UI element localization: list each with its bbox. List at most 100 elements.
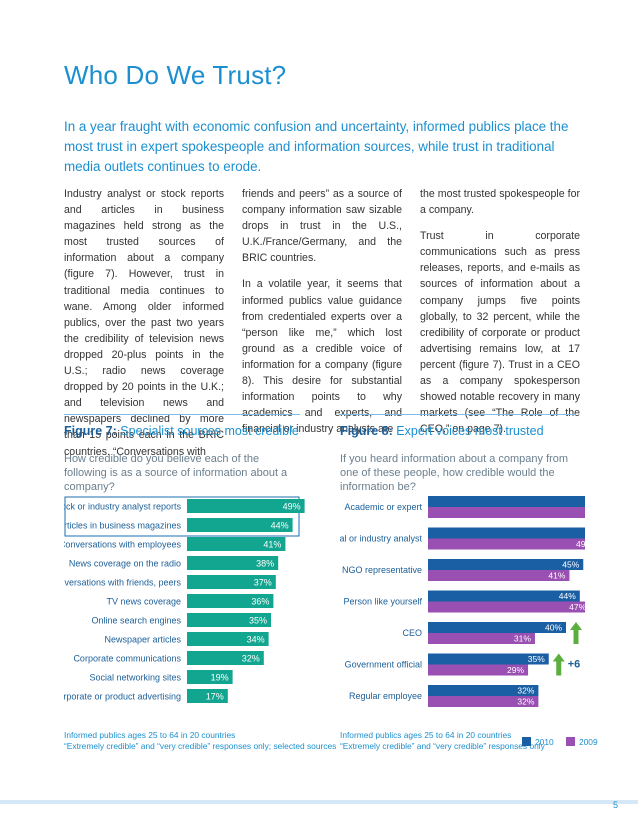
figure-7-category-label: Newspaper articles [104, 635, 181, 645]
figure-8-value-label-2009: 31% [514, 634, 531, 644]
figure-7-category-label: TV news coverage [106, 597, 181, 607]
figure-7-value-label: 17% [206, 692, 224, 702]
figure-7-value-label: 37% [254, 578, 272, 588]
figure-8-bar-2010 [428, 685, 539, 696]
figure-7-category-label: Social networking sites [89, 673, 181, 683]
figure-7-value-label: 36% [251, 597, 269, 607]
col2-para-2: In a volatile year, it seems that inform… [242, 278, 402, 436]
figure-7-value-label: 19% [211, 673, 229, 683]
figure-8-bar-2009 [428, 538, 585, 550]
figure-8-bar-2009 [428, 507, 585, 518]
figure-8-bar-2010 [428, 559, 584, 570]
figure-8-footnote-line-1: Informed publics ages 25 to 64 in 20 cou… [340, 730, 512, 740]
figure-7-value-label: 35% [249, 616, 267, 626]
page-number: 5 [612, 800, 618, 810]
figure-8-bar-2009 [428, 696, 539, 707]
col3-para-2: Trust in corporate communications such a… [420, 230, 580, 436]
figure-8-value-label-2010: 40% [545, 623, 562, 633]
legend-label-2009: 2009 [578, 737, 598, 747]
figure-8-category-label: CEO [402, 628, 422, 638]
body-column-2: friends and peers” as a source of compan… [242, 186, 402, 447]
figure-7-bar [187, 632, 269, 646]
figure-7-category-label: Online search engines [91, 616, 181, 626]
figure-7-category-label: Articles in business magazines [64, 521, 181, 531]
figure-7-category-label: Stock or industry analyst reports [64, 502, 181, 512]
figure-8-value-label-2009: 47% [569, 602, 585, 612]
figure-8-title: Expert voices most trusted [396, 424, 544, 438]
figure-8-heading: Figure 8: Expert voices most trusted [340, 414, 576, 438]
figure-7-category-label: Conversations with friends, peers [64, 578, 181, 588]
figure-7-value-label: 49% [283, 502, 301, 512]
figure-7-title: Specialist sources most credible [120, 424, 299, 438]
figure-8-bar-2009 [428, 633, 535, 644]
figure-7-question: How credible do you believe each of the … [64, 453, 288, 493]
figure-7-footnote-line-2: “Extremely credible” and “very credible”… [64, 741, 337, 751]
figure-8-value-label-2009: 41% [548, 571, 565, 581]
figure-8-footnote-line-2: “Extremely credible” and “very credible”… [340, 741, 545, 751]
figure-8-question: If you heard information about a company… [340, 453, 569, 493]
figure-8-value-label-2009: 32% [517, 697, 534, 707]
figure-8-bar-2010 [428, 622, 566, 633]
figure-7-footnote-line-1: Informed publics ages 25 to 64 in 20 cou… [64, 730, 236, 740]
figure-8-category-label: Regular employee [349, 691, 422, 701]
legend-swatch-2009 [565, 737, 575, 746]
figure-8-value-label-2009: 29% [507, 665, 524, 675]
figure-8-change-annotation: +6 [568, 659, 581, 671]
figure-8-bar-2010 [428, 496, 585, 507]
body-column-1: Industry analyst or stock reports and ar… [64, 186, 224, 470]
figure-7-number: Figure 7: [64, 424, 117, 438]
figure-8-category-label: Person like yourself [343, 597, 422, 607]
footer-bar [0, 800, 638, 804]
intro-paragraph: In a year fraught with economic confusio… [64, 119, 569, 174]
figure-7-bar [187, 537, 286, 551]
body-column-3: the most trusted spokespeople for a comp… [420, 186, 580, 447]
figure-7-value-label: 32% [242, 654, 260, 664]
legend-swatch-2010 [522, 737, 531, 746]
figure-8-value-label-2010: 35% [528, 654, 545, 664]
figure-8-value-label-2010: 44% [559, 591, 576, 601]
figure-7-bar [187, 575, 276, 589]
legend-label-2010: 2010 [535, 737, 554, 747]
figure-7-bar [187, 499, 305, 513]
up-arrow-head-icon [552, 653, 565, 662]
figure-8-value-label-2010: 32% [517, 686, 534, 696]
figure-8-legend: 2010 2009 [522, 737, 598, 747]
figure-8-value-label-2009: 49% [576, 539, 585, 549]
figure-8-number: Figure 8: [340, 424, 393, 438]
figure-7-highlight-box [64, 496, 300, 537]
figure-7-value-label: 34% [247, 635, 265, 645]
figure-7-value-label: 38% [256, 559, 274, 569]
figure-7-value-label: 44% [271, 521, 289, 531]
figure-8-bar-2010 [428, 527, 585, 539]
figure-8-category-label: NGO representative [342, 565, 422, 575]
col2-para-1: friends and peers” as a source of compan… [242, 188, 402, 265]
figure-8-value-label-2010: 45% [562, 560, 579, 570]
figure-8-footnote: Informed publics ages 25 to 64 in 20 cou… [340, 730, 545, 752]
up-arrow-icon [556, 660, 562, 676]
figure-7-value-label: 41% [263, 540, 281, 550]
figure-8-bar-2009 [428, 601, 585, 613]
figure-7-bar [187, 651, 264, 665]
figure-7-chart: Stock or industry analyst reports 49% Arti… [64, 496, 305, 703]
figure-8-chart: Academic or expert64%62%Financial or ind… [340, 496, 585, 707]
figure-8-category-label: Government official [345, 660, 422, 670]
figure-8-bar-2009 [428, 570, 570, 581]
figure-8-bar-2010 [428, 590, 580, 602]
col1-para-1: Industry analyst or stock reports and ar… [64, 188, 224, 458]
figure-8-category-label: Financial or industry analyst [340, 534, 422, 544]
figure-7-heading: Figure 7: Specialist sources most credib… [64, 414, 300, 438]
page-title: Who Do We Trust? [64, 60, 287, 90]
figure-7-category-label: News coverage on the radio [69, 559, 181, 569]
figure-7-footnote: Informed publics ages 25 to 64 in 20 cou… [64, 730, 336, 752]
figure-7-bar [187, 689, 228, 703]
figure-7-bar [187, 594, 274, 608]
figure-7-bar [187, 518, 293, 532]
figure-7-bar [187, 613, 271, 627]
figure-8-bar-2009 [428, 664, 529, 676]
figure-7-bar [187, 556, 279, 570]
figure-8-category-label: Academic or expert [344, 502, 422, 512]
figure-7-bar [187, 670, 233, 684]
figure-7-category-label: Conversations with employees [64, 540, 181, 550]
figure-8-bar-2010 [428, 653, 549, 665]
figure-7-category-label: Corporate or product advertising [64, 692, 181, 702]
